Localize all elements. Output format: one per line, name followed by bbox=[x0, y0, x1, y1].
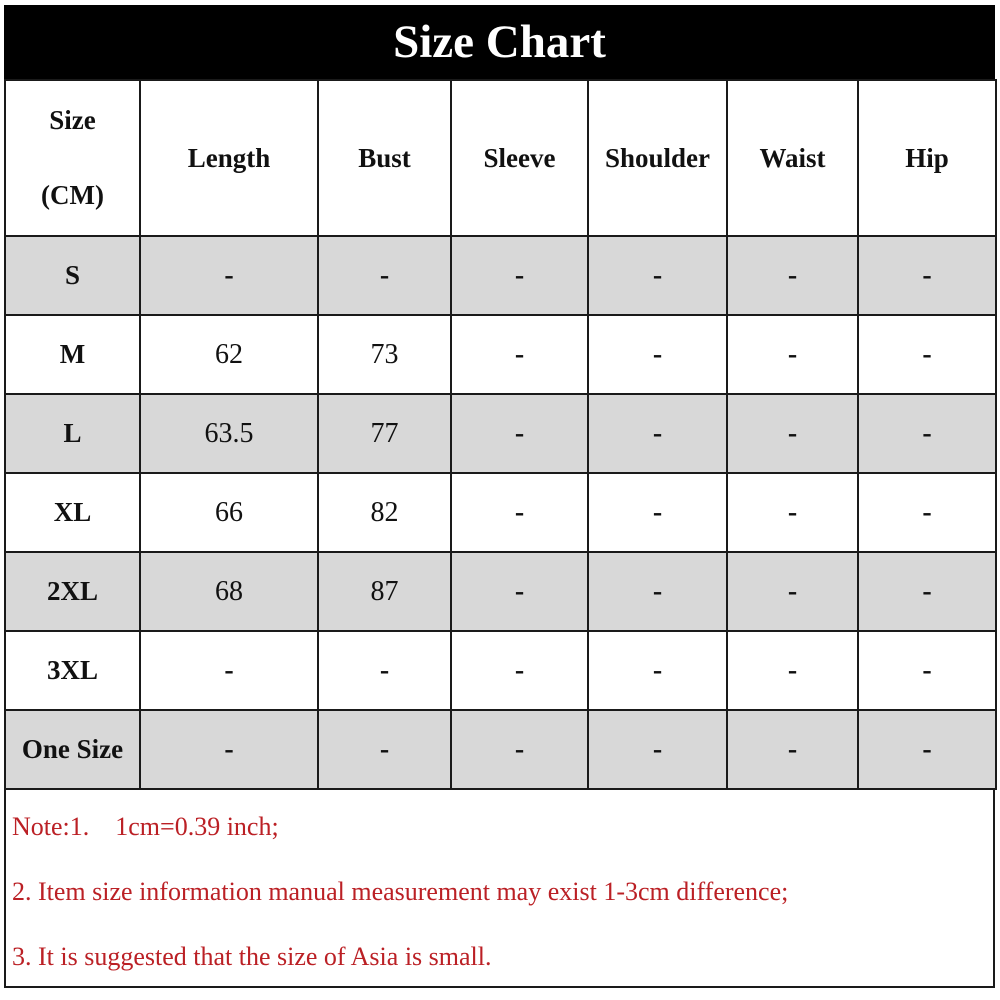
cell-bust: - bbox=[317, 709, 452, 790]
cell-length: 68 bbox=[139, 551, 319, 632]
cell-length: 62 bbox=[139, 314, 319, 395]
cell-length: 63.5 bbox=[139, 393, 319, 474]
row-size-label: L bbox=[4, 393, 141, 474]
cell-sleeve: - bbox=[450, 472, 589, 553]
cell-waist: - bbox=[726, 630, 859, 711]
col-header-hip: Hip bbox=[857, 79, 997, 237]
col-header-length: Length bbox=[139, 79, 319, 237]
cell-sleeve: - bbox=[450, 709, 589, 790]
header-row: Size (CM) Length Bust Sleeve Shoulder Wa… bbox=[4, 79, 997, 237]
cell-length: - bbox=[139, 630, 319, 711]
cell-sleeve: - bbox=[450, 630, 589, 711]
size-table: Size (CM) Length Bust Sleeve Shoulder Wa… bbox=[4, 79, 997, 790]
cell-hip: - bbox=[857, 709, 997, 790]
row-size-label: M bbox=[4, 314, 141, 395]
cell-length: - bbox=[139, 235, 319, 316]
size-header-line1: Size bbox=[49, 105, 96, 135]
cell-sleeve: - bbox=[450, 235, 589, 316]
notes-box: Note:1. 1cm=0.39 inch; 2. Item size info… bbox=[4, 790, 995, 988]
table-row-m: M 62 73 - - - - bbox=[4, 314, 997, 395]
row-size-label: XL bbox=[4, 472, 141, 553]
note-line-3: 3. It is suggested that the size of Asia… bbox=[12, 942, 492, 971]
cell-shoulder: - bbox=[587, 472, 728, 553]
col-header-bust: Bust bbox=[317, 79, 452, 237]
cell-length: - bbox=[139, 709, 319, 790]
table-row-2xl: 2XL 68 87 - - - - bbox=[4, 551, 997, 632]
cell-bust: 73 bbox=[317, 314, 452, 395]
cell-shoulder: - bbox=[587, 235, 728, 316]
col-header-waist: Waist bbox=[726, 79, 859, 237]
table-row-xl: XL 66 82 - - - - bbox=[4, 472, 997, 553]
cell-sleeve: - bbox=[450, 551, 589, 632]
col-header-size-cm: Size (CM) bbox=[4, 79, 141, 237]
size-header-line2: (CM) bbox=[41, 180, 104, 210]
col-header-sleeve: Sleeve bbox=[450, 79, 589, 237]
note-line-2: 2. Item size information manual measurem… bbox=[12, 877, 789, 906]
table-row-one-size: One Size - - - - - - bbox=[4, 709, 997, 790]
row-size-label: One Size bbox=[4, 709, 141, 790]
cell-bust: 87 bbox=[317, 551, 452, 632]
cell-shoulder: - bbox=[587, 551, 728, 632]
cell-waist: - bbox=[726, 551, 859, 632]
cell-hip: - bbox=[857, 393, 997, 474]
cell-bust: 77 bbox=[317, 393, 452, 474]
cell-waist: - bbox=[726, 314, 859, 395]
cell-waist: - bbox=[726, 393, 859, 474]
cell-sleeve: - bbox=[450, 393, 589, 474]
cell-hip: - bbox=[857, 314, 997, 395]
cell-shoulder: - bbox=[587, 314, 728, 395]
cell-bust: 82 bbox=[317, 472, 452, 553]
table-row-l: L 63.5 77 - - - - bbox=[4, 393, 997, 474]
table-row-s: S - - - - - - bbox=[4, 235, 997, 316]
cell-bust: - bbox=[317, 630, 452, 711]
title-bar: Size Chart bbox=[4, 5, 995, 79]
cell-hip: - bbox=[857, 551, 997, 632]
cell-shoulder: - bbox=[587, 393, 728, 474]
cell-hip: - bbox=[857, 630, 997, 711]
row-size-label: 3XL bbox=[4, 630, 141, 711]
cell-length: 66 bbox=[139, 472, 319, 553]
page-title: Size Chart bbox=[393, 16, 606, 68]
cell-waist: - bbox=[726, 235, 859, 316]
row-size-label: 2XL bbox=[4, 551, 141, 632]
cell-hip: - bbox=[857, 235, 997, 316]
cell-shoulder: - bbox=[587, 709, 728, 790]
cell-hip: - bbox=[857, 472, 997, 553]
cell-waist: - bbox=[726, 472, 859, 553]
cell-waist: - bbox=[726, 709, 859, 790]
note-line-1: Note:1. 1cm=0.39 inch; bbox=[12, 812, 279, 841]
cell-sleeve: - bbox=[450, 314, 589, 395]
size-header-spacer bbox=[6, 136, 139, 180]
cell-bust: - bbox=[317, 235, 452, 316]
col-header-shoulder: Shoulder bbox=[587, 79, 728, 237]
cell-shoulder: - bbox=[587, 630, 728, 711]
row-size-label: S bbox=[4, 235, 141, 316]
table-row-3xl: 3XL - - - - - - bbox=[4, 630, 997, 711]
